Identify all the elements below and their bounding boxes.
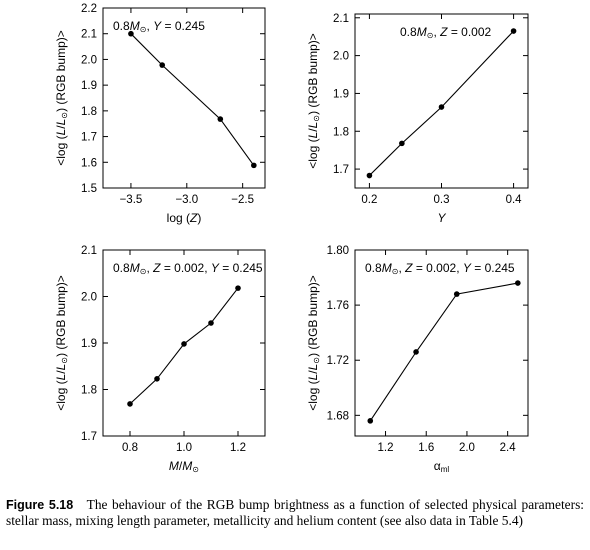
x-tick-label: 1.0 bbox=[176, 442, 192, 454]
y-tick-label: 1.8 bbox=[81, 106, 97, 118]
y-axis-label: <log (L/L⊙ ) (RGB bump)> bbox=[306, 33, 321, 169]
x-tick-label: 0.3 bbox=[434, 194, 450, 206]
panel-1: −3.5 −3.0 −2.5 1.5 1.6 1.7 1.8 1.9 2.0 2.1 2.2 0.8M… bbox=[54, 3, 266, 225]
panel-annotation: 0.8M⊙ , Z = 0.002, Y = 0.245 bbox=[365, 261, 515, 276]
y-tick-label: 1.7 bbox=[333, 164, 349, 176]
series-line bbox=[369, 30, 514, 176]
plot-frame bbox=[354, 249, 529, 437]
y-tick-label: 1.8 bbox=[333, 126, 349, 138]
data-point bbox=[235, 285, 241, 291]
figure-caption: Figure 5.18 The behaviour of the RGB bum… bbox=[6, 497, 584, 529]
data-point bbox=[367, 418, 374, 424]
x-tick-label: 2.4 bbox=[500, 442, 517, 454]
panel-2: 0.2 0.3 0.4 1.7 1.8 1.9 2.0 2.1 0.8M⊙ , Z = 0.00… bbox=[306, 13, 529, 225]
x-tick-label: 1.6 bbox=[418, 442, 434, 454]
panel-4: 1.2 1.6 2.0 2.4 1.68 1.72 1.76 1.80 0.8M⊙ , Z = … bbox=[306, 245, 529, 474]
x-tick-label: 2.0 bbox=[459, 442, 475, 454]
y-tick-label: 2.2 bbox=[81, 3, 97, 15]
y-tick-label: 2.1 bbox=[333, 13, 349, 25]
x-tick-label: 0.4 bbox=[506, 194, 523, 206]
y-tick-label: 1.9 bbox=[81, 338, 97, 350]
y-tick-label: 1.80 bbox=[327, 245, 349, 257]
data-point bbox=[208, 320, 214, 326]
x-axis-label: Y bbox=[437, 211, 446, 225]
x-axis-label: log (Z) bbox=[167, 211, 202, 225]
data-point bbox=[453, 291, 460, 297]
x-tick-label: 1.2 bbox=[230, 442, 246, 454]
series-line bbox=[369, 282, 518, 422]
y-tick-label: 1.9 bbox=[333, 88, 349, 100]
y-tick-label: 2.0 bbox=[81, 292, 97, 304]
plot-frame bbox=[354, 13, 529, 189]
x-tick-label: 0.2 bbox=[361, 194, 377, 206]
caption-text: The behaviour of the RGB bump brightness… bbox=[6, 497, 584, 528]
y-tick-label: 2.1 bbox=[81, 29, 97, 41]
data-point bbox=[399, 140, 405, 147]
data-point bbox=[251, 162, 257, 169]
x-axis-label: M/M⊙ bbox=[169, 459, 199, 474]
series-line bbox=[130, 33, 255, 166]
y-tick-label: 1.5 bbox=[81, 183, 97, 195]
panel-annotation: 0.8M⊙ , Y = 0.245 bbox=[113, 19, 205, 34]
data-point bbox=[127, 401, 133, 407]
y-tick-label: 1.7 bbox=[81, 132, 97, 144]
data-point bbox=[510, 28, 517, 34]
figure-panels: −3.5 −3.0 −2.51.51.61.71.81.92.02.12.20.8M… bbox=[54, 3, 529, 474]
y-tick-label: 1.72 bbox=[327, 355, 349, 367]
data-point bbox=[413, 349, 419, 355]
panel-3: 0.8 1.0 1.2 1.7 1.8 1.9 2.0 2.1 0.8M⊙ , Z = 0.00… bbox=[54, 245, 266, 474]
y-tick-label: 1.7 bbox=[81, 431, 97, 443]
y-tick-label: 1.68 bbox=[327, 410, 349, 422]
plot-frame bbox=[102, 7, 266, 189]
data-point bbox=[217, 116, 224, 122]
y-tick-label: 2.0 bbox=[81, 54, 97, 66]
y-tick-label: 2.0 bbox=[333, 51, 349, 63]
data-point bbox=[366, 172, 373, 179]
data-point bbox=[181, 341, 187, 347]
x-tick-label: 1.2 bbox=[378, 442, 394, 454]
data-point bbox=[154, 376, 160, 382]
x-axis-label: αml bbox=[434, 459, 450, 474]
x-tick-label: −3.5 bbox=[120, 194, 143, 206]
y-tick-label: 1.9 bbox=[81, 80, 97, 92]
panel-annotation: 0.8M⊙ , Z = 0.002 bbox=[400, 25, 492, 40]
y-axis-label: <log (L/L⊙ ) (RGB bump)> bbox=[54, 275, 69, 411]
x-tick-label: −3.0 bbox=[175, 194, 198, 206]
data-point bbox=[128, 30, 134, 37]
y-tick-label: 1.76 bbox=[327, 300, 349, 312]
y-axis-label: <log (L/L⊙ ) (RGB bump)> bbox=[306, 275, 321, 411]
y-axis-label: <log (L/L⊙ ) (RGB bump)> bbox=[54, 30, 69, 166]
x-tick-label: −2.5 bbox=[231, 194, 254, 206]
y-tick-label: 2.1 bbox=[81, 245, 97, 257]
panel-annotation: 0.8M⊙ , Z = 0.002, Y = 0.245 bbox=[113, 261, 263, 276]
x-tick-label: 0.8 bbox=[122, 442, 138, 454]
data-point bbox=[515, 280, 521, 286]
caption-label: Figure 5.18 bbox=[6, 498, 74, 512]
data-point bbox=[159, 62, 166, 68]
y-tick-label: 1.6 bbox=[81, 157, 97, 169]
data-point bbox=[438, 104, 445, 110]
y-tick-label: 1.8 bbox=[81, 385, 97, 397]
